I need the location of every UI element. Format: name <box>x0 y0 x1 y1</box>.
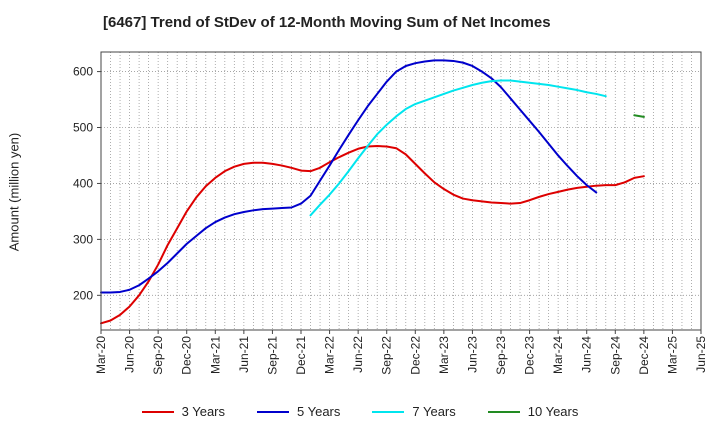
series-lines <box>100 59 645 325</box>
grid-lines <box>100 52 702 330</box>
x-tick-label: Dec-21 <box>294 336 308 375</box>
x-tick-label: Sep-23 <box>494 336 508 375</box>
legend-item: 5 Years <box>257 404 340 419</box>
x-tick-label: Dec-24 <box>637 336 651 375</box>
x-tick-label: Dec-20 <box>180 336 194 375</box>
legend-swatch <box>487 410 520 413</box>
legend-swatch <box>372 410 405 413</box>
x-tick-label: Mar-21 <box>208 336 222 374</box>
x-tick-label: Dec-23 <box>523 336 537 375</box>
x-tick-label: Jun-20 <box>123 336 137 373</box>
x-tick-label: Sep-21 <box>265 336 279 375</box>
legend-label: 7 Years <box>412 404 456 419</box>
y-tick-label: 600 <box>73 65 93 79</box>
x-tick-label: Jun-24 <box>580 336 594 373</box>
chart-legend: 3 Years 5 Years 7 Years 10 Years <box>0 404 720 419</box>
y-tick-labels: 200 300 400 500 600 <box>73 65 101 302</box>
series-line-7-years <box>309 79 607 217</box>
plot-border <box>100 51 702 331</box>
series-line-3-years <box>100 144 645 325</box>
x-tick-labels: Mar-20 Jun-20 Sep-20 Dec-20 Mar-21 Jun-21 Sep-… <box>94 330 708 375</box>
x-tick-label: Jun-23 <box>465 336 479 373</box>
x-tick-label: Jun-21 <box>237 336 251 373</box>
x-tick-label: Mar-23 <box>437 336 451 374</box>
legend-label: 10 Years <box>527 404 579 419</box>
x-tick-label: Mar-25 <box>665 336 679 374</box>
x-tick-label: Dec-22 <box>408 336 422 375</box>
plot-frame <box>100 51 702 331</box>
y-tick-label: 200 <box>73 288 93 302</box>
x-tick-label: Jun-25 <box>694 336 708 373</box>
x-tick-label: Mar-20 <box>94 336 108 374</box>
legend-label: 3 Years <box>181 404 225 419</box>
chart-title: [6467] Trend of StDev of 12-Month Moving… <box>103 14 551 31</box>
plot-background <box>101 52 701 330</box>
legend-swatch <box>257 410 289 413</box>
x-tick-label: Sep-20 <box>151 336 165 375</box>
legend-item: 10 Years <box>487 404 579 419</box>
legend-item: 3 Years <box>141 404 225 419</box>
y-tick-label: 400 <box>73 176 93 190</box>
series-line-5-years <box>100 59 598 294</box>
legend-label: 5 Years <box>297 404 341 419</box>
x-tick-label: Mar-24 <box>551 336 565 374</box>
x-tick-label: Mar-22 <box>323 336 337 374</box>
x-tick-label: Sep-22 <box>380 336 394 375</box>
x-tick-label: Jun-22 <box>351 336 365 373</box>
y-tick-label: 500 <box>73 121 93 135</box>
line-chart: 200 300 400 500 600 Mar-20 Jun-20 Sep-20 Dec-20… <box>73 51 708 375</box>
series-line-10-years <box>633 114 645 118</box>
y-tick-label: 300 <box>73 232 93 246</box>
legend-swatch <box>141 410 174 413</box>
legend-item: 7 Years <box>372 404 456 419</box>
x-tick-label: Sep-24 <box>608 336 622 375</box>
